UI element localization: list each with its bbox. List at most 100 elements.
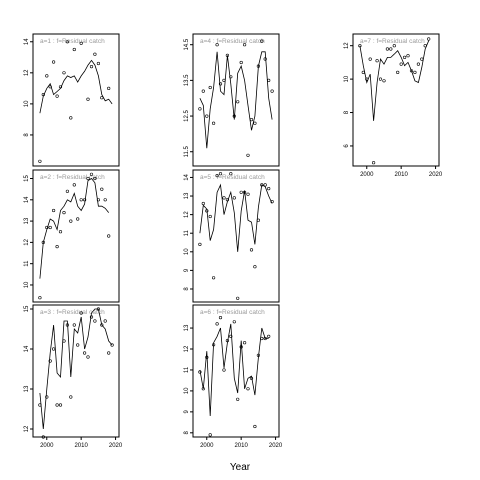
data-point (201, 201, 205, 206)
data-point (372, 161, 376, 165)
data-point (55, 403, 59, 407)
panel-a5: a=5 : f=Residual catch 8 9 10 11 12 13 14 (184, 169, 280, 303)
data-point (249, 248, 254, 252)
panel-frame (352, 33, 440, 167)
data-point (256, 218, 261, 222)
data-point (198, 242, 202, 246)
y-tick-label: 10 (184, 248, 190, 255)
data-point (239, 345, 243, 349)
y-tick-label: 12.5 (184, 110, 190, 122)
data-point (263, 183, 267, 187)
data-point (45, 74, 49, 78)
data-point (229, 334, 233, 339)
data-point (76, 343, 80, 347)
data-point (76, 217, 80, 221)
panel-strip-label: a=5 : f=Residual catch (200, 174, 265, 181)
data-point (263, 336, 267, 341)
data-point (218, 172, 223, 176)
data-point (86, 355, 90, 359)
data-point (215, 322, 219, 326)
panel-strip-label: a=3 : f=Residual catch (40, 309, 105, 316)
data-point (225, 339, 229, 343)
data-point (232, 196, 236, 200)
data-point (55, 94, 59, 98)
data-point (208, 433, 212, 437)
data-point (403, 55, 407, 60)
data-point (232, 320, 236, 324)
fitted-line (359, 40, 430, 121)
data-point (263, 57, 267, 61)
data-point (51, 347, 56, 351)
data-point (208, 85, 212, 90)
data-point (72, 323, 76, 327)
data-point (41, 435, 45, 439)
data-point (249, 117, 254, 122)
data-point (225, 198, 229, 202)
data-point (253, 424, 257, 429)
data-point (222, 78, 226, 82)
data-point (62, 211, 66, 215)
data-point (48, 225, 52, 230)
y-tick-label: 9 (184, 268, 190, 272)
panel-frame (32, 304, 120, 438)
data-point (382, 79, 386, 83)
panel-frame (192, 33, 280, 167)
data-point (205, 114, 209, 118)
data-point (62, 71, 66, 75)
y-tick-label: 11.5 (184, 145, 190, 157)
fitted-line (39, 308, 113, 430)
y-tick-label: 9 (184, 410, 190, 414)
x-tick-label: 2000 (360, 172, 374, 178)
data-point (110, 343, 114, 347)
data-point (51, 208, 56, 213)
data-point (236, 100, 240, 104)
data-point (396, 70, 400, 74)
panel-strip-label: a=6 : f=Residual catch (200, 309, 265, 316)
x-tick-label: 2020 (269, 443, 283, 449)
y-tick-label: 12 (184, 211, 190, 218)
data-point (222, 196, 226, 200)
data-point (215, 43, 219, 47)
panel-strip-label: a=1 : f=Residual catch (40, 38, 105, 45)
data-point (58, 230, 63, 234)
data-point (107, 351, 111, 355)
data-point (205, 355, 209, 360)
data-point (208, 214, 212, 219)
data-point (218, 82, 223, 86)
data-point (72, 183, 76, 187)
data-point (38, 403, 42, 407)
data-point (79, 311, 83, 315)
y-tick-label: 10 (24, 100, 30, 107)
data-point (212, 343, 216, 347)
data-point (416, 62, 421, 66)
data-point (93, 319, 97, 323)
data-point (48, 359, 52, 363)
data-point (427, 37, 431, 41)
x-tick-label: 2020 (429, 172, 443, 178)
data-point (409, 69, 414, 73)
data-point (89, 172, 94, 176)
data-point (198, 370, 202, 374)
x-tick-label: 2020 (109, 443, 123, 449)
panel-a4: a=4 : f=Residual catch 11.5 12.5 13.5 14.5 (184, 33, 280, 167)
data-point (107, 234, 111, 238)
y-tick-label: 11 (24, 260, 30, 267)
y-tick-label: 10 (344, 75, 350, 82)
data-point (232, 114, 236, 118)
data-point (103, 319, 107, 323)
y-tick-label: 11 (184, 229, 190, 236)
data-point (239, 190, 243, 194)
data-point (212, 276, 216, 280)
data-point (236, 296, 240, 300)
panel-a7: a=7 : f=Residual catch 6 8 10 12 2000 2010 2020 (344, 33, 443, 178)
data-point (229, 75, 233, 79)
data-point (249, 376, 254, 380)
data-point (79, 198, 83, 202)
data-point (243, 190, 247, 194)
data-point (267, 334, 271, 339)
data-point (260, 39, 264, 43)
data-point (413, 70, 417, 74)
data-point (423, 44, 427, 48)
data-point (225, 53, 229, 58)
data-point (218, 316, 223, 320)
